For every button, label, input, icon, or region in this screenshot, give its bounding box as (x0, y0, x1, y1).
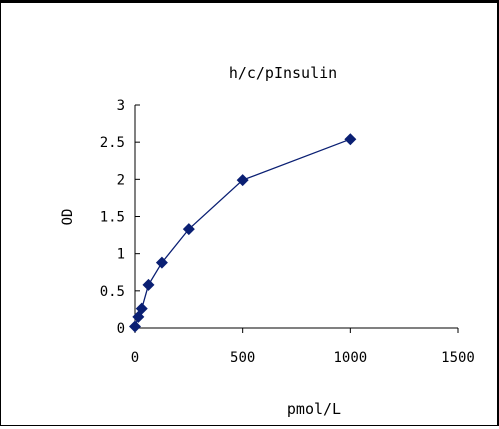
data-point (129, 320, 141, 333)
data-point (142, 278, 155, 291)
y-tick-label: 2.5 (100, 135, 125, 151)
y-tick-label: 1 (117, 247, 125, 263)
y-tick-label: 3 (117, 98, 125, 114)
x-axis-label: pmol/L (287, 400, 341, 418)
x-tick-label: 500 (230, 350, 255, 366)
data-point (236, 174, 249, 187)
data-point (182, 223, 195, 236)
y-tick-label: 0 (117, 321, 125, 337)
x-tick-label: 0 (131, 350, 139, 366)
data-point (155, 256, 168, 269)
data-point (344, 133, 357, 146)
axes: 0 0.5 1 1.5 2 2.5 3 0 500 1000 1500 (100, 98, 475, 366)
chart-title: h/c/pInsulin (229, 64, 337, 82)
y-tick-label: 0.5 (100, 284, 125, 300)
chart-svg: h/c/pInsulin OD pmol/L 0 0.5 1 1.5 2 2.5 3 0 500… (60, 64, 475, 418)
y-axis-label: OD (60, 209, 76, 226)
y-tick-label: 2 (117, 172, 125, 188)
y-tick-label: 1.5 (100, 210, 125, 226)
series-line (134, 138, 351, 327)
data-point (135, 302, 148, 315)
x-tick-label: 1500 (441, 350, 475, 366)
x-tick-label: 1000 (333, 350, 367, 366)
data-marks (129, 133, 357, 333)
